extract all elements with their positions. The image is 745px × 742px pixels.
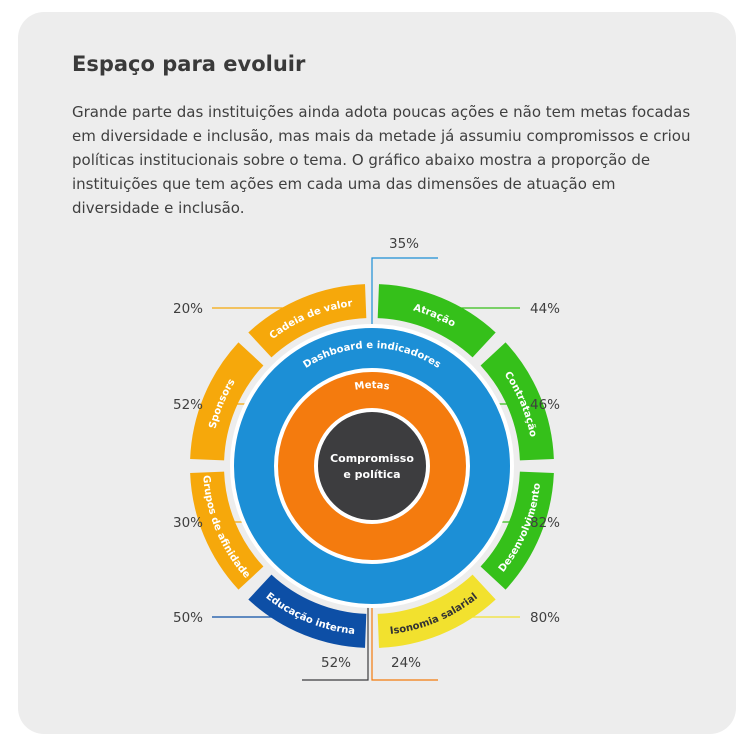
- percent-metas: 24%: [391, 655, 421, 671]
- segment-grupos-de-afinidade: [190, 471, 264, 590]
- outer-ring: [190, 284, 554, 648]
- percent-compromisso-politica: 52%: [321, 655, 351, 671]
- segment-sponsors: [190, 342, 264, 461]
- segment-atracao: [377, 284, 496, 358]
- percent-educacao-interna: 50%: [173, 610, 203, 626]
- percent-desenvolvimento: 82%: [530, 515, 560, 531]
- segment-educacao-interna: [248, 574, 367, 648]
- percent-atracao: 44%: [530, 301, 560, 317]
- segment-cadeia-de-valor: [248, 284, 367, 358]
- percent-dashboard-indicadores: 35%: [389, 236, 419, 252]
- segment-isonomia-salarial: [377, 574, 496, 648]
- description-text: Grande parte das instituições ainda adot…: [72, 103, 691, 217]
- percent-contratacao: 46%: [530, 397, 560, 413]
- percent-isonomia-salarial: 80%: [530, 610, 560, 626]
- center-label-line1: Compromisso: [330, 452, 414, 465]
- ring-label-metas: Metas: [354, 380, 391, 393]
- percent-grupos-de-afinidade: 30%: [173, 515, 203, 531]
- page-title: Espaço para evoluir: [72, 52, 306, 76]
- center-compromisso-politica: [314, 408, 430, 524]
- center-label-line2: e política: [343, 468, 400, 481]
- percent-cadeia-de-valor: 20%: [173, 301, 203, 317]
- percent-sponsors: 52%: [173, 397, 203, 413]
- segment-desenvolvimento: [480, 471, 554, 590]
- segment-contratacao: [480, 342, 554, 461]
